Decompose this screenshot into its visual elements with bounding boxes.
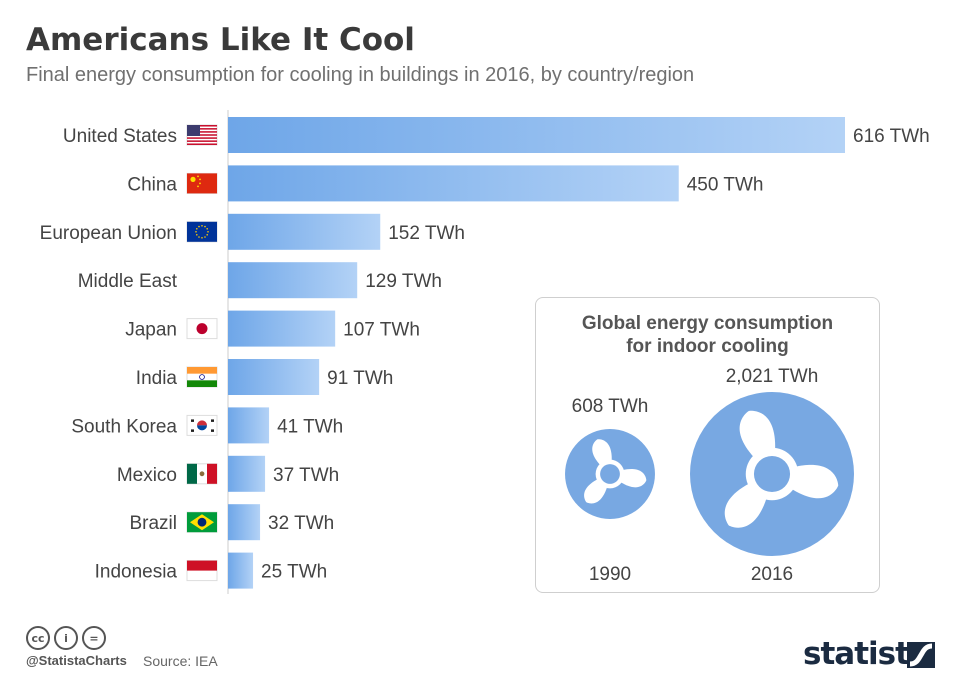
- value-label: 616 TWh: [853, 126, 930, 147]
- category-label: South Korea: [71, 416, 177, 437]
- bar-china: [228, 165, 679, 202]
- category-label: Indonesia: [95, 562, 178, 583]
- fan-icon-1990: [565, 429, 655, 519]
- category-label: Mexico: [117, 465, 177, 486]
- fan-icon-2016: [690, 392, 854, 556]
- value-label: 41 TWh: [277, 416, 343, 437]
- indonesia-flag-icon: [186, 560, 218, 582]
- value-label: 25 TWh: [261, 562, 327, 583]
- japan-flag-icon: [186, 318, 218, 340]
- category-label: Brazil: [129, 513, 177, 534]
- value-label: 152 TWh: [388, 223, 465, 244]
- category-label: Middle East: [78, 271, 178, 292]
- attribution-icon[interactable]: i: [54, 626, 78, 650]
- category-label: India: [136, 368, 178, 389]
- value-label: 32 TWh: [268, 513, 334, 534]
- bar-japan: [228, 310, 336, 347]
- value-label: 37 TWh: [273, 465, 339, 486]
- mexico-flag-icon: [186, 463, 218, 485]
- value-label: 91 TWh: [327, 368, 393, 389]
- india-flag-icon: [186, 366, 218, 388]
- china-flag-icon: [186, 172, 218, 194]
- source-note: Source: IEA: [143, 653, 218, 669]
- bar-united-states: [228, 117, 845, 153]
- chart-subtitle: Final energy consumption for cooling in …: [26, 64, 695, 86]
- bar-indonesia: [228, 552, 254, 589]
- south-korea-flag-icon: [186, 414, 218, 436]
- category-label: European Union: [40, 223, 177, 244]
- category-label: Japan: [125, 320, 177, 341]
- category-label: United States: [63, 126, 177, 147]
- chart-title: Americans Like It Cool: [26, 22, 415, 58]
- value-label-1990: 608 TWh: [571, 396, 649, 417]
- license-icons: cc i =: [26, 626, 106, 650]
- bar-india: [228, 359, 320, 395]
- panel-title-line2: for indoor cooling: [626, 336, 789, 357]
- bar-middle-east: [228, 262, 358, 299]
- value-label: 107 TWh: [343, 320, 420, 341]
- bar-south-korea: [228, 407, 270, 444]
- value-label-2016: 2,021 TWh: [725, 366, 819, 387]
- value-label: 450 TWh: [687, 174, 764, 195]
- bar-european-union: [228, 213, 381, 250]
- us-flag-icon: [186, 124, 218, 146]
- global-cooling-panel: Global energy consumption for indoor coo…: [535, 297, 880, 593]
- eu-flag-icon: [186, 221, 218, 243]
- panel-title-line1: Global energy consumption: [581, 313, 834, 334]
- fan-pictogram: [565, 392, 854, 556]
- year-label-2016: 2016: [750, 564, 794, 585]
- creative-commons-icon[interactable]: cc: [26, 626, 50, 650]
- bar-brazil: [228, 504, 261, 541]
- bar-chart: 616 TWh United States 450 TWh China 152 TWh E…: [40, 110, 930, 594]
- no-derivatives-icon[interactable]: =: [82, 626, 106, 650]
- year-label-1990: 1990: [588, 564, 632, 585]
- brazil-flag-icon: [186, 511, 218, 533]
- bar-mexico: [228, 455, 266, 492]
- value-label: 129 TWh: [365, 271, 442, 292]
- statista-logo-mark-icon: [907, 642, 935, 668]
- category-label: China: [127, 174, 177, 195]
- twitter-handle[interactable]: @StatistaCharts: [26, 653, 127, 668]
- panel-title: Global energy consumption for indoor coo…: [536, 312, 879, 358]
